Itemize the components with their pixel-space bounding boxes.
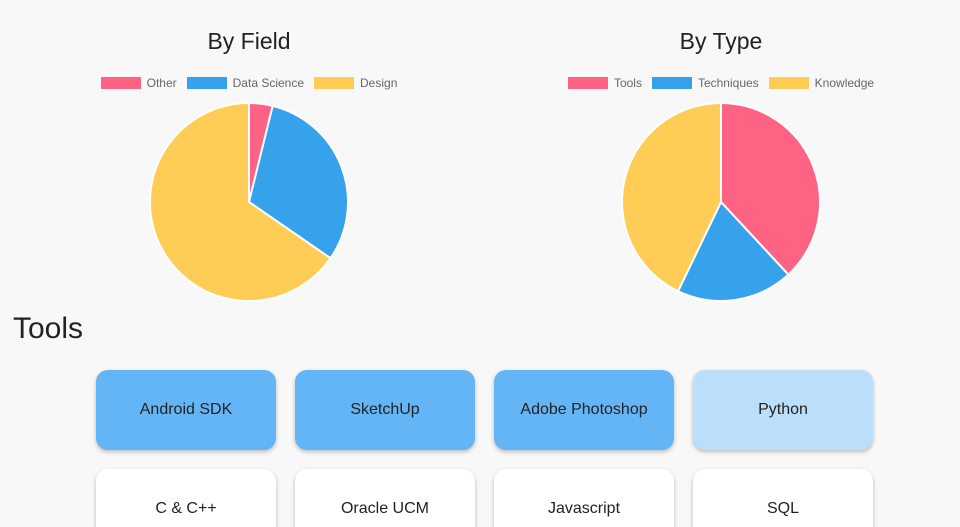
legend-item-knowledge[interactable]: Knowledge [768,76,875,90]
chart-by-type: By Type Tools Techniques Knowledge [521,0,921,310]
tool-card-python[interactable]: Python [693,370,873,450]
legend-item-other[interactable]: Other [100,76,177,90]
tool-card-oracle-ucm[interactable]: Oracle UCM [295,469,475,527]
legend-by-type: Tools Techniques Knowledge [521,76,921,90]
chart-by-field: By Field Other Data Science Design [49,0,449,310]
tool-card-c-cpp[interactable]: C & C++ [96,469,276,527]
legend-swatch-other [100,77,141,89]
pie-slice-data-science[interactable] [247,104,349,260]
pie-slice-tools[interactable] [720,101,821,276]
pie-chart-by-type [621,101,821,302]
legend-swatch-knowledge [768,77,809,89]
pie-slice-knowledge[interactable] [621,101,722,293]
chart-title-by-field: By Field [207,28,291,54]
tool-card-sketchup[interactable]: SketchUp [295,370,475,450]
legend-label-tools: Tools [613,76,642,90]
legend-swatch-techniques [651,77,692,89]
legend-swatch-tools [567,77,608,89]
tool-card-android-sdk[interactable]: Android SDK [96,370,276,450]
legend-label-knowledge: Knowledge [814,76,875,90]
legend-label-techniques: Techniques [697,76,759,90]
legend-item-data-science[interactable]: Data Science [186,76,305,90]
legend-by-field: Other Data Science Design [49,76,449,90]
legend-label-other: Other [146,76,177,90]
pie-chart-by-field [149,101,349,302]
chart-title-by-type: By Type [679,28,763,54]
tool-card-sql[interactable]: SQL [693,469,873,527]
legend-label-data-science: Data Science [232,76,305,90]
pie-slice-design[interactable] [149,101,332,302]
legend-item-techniques[interactable]: Techniques [651,76,759,90]
legend-swatch-design [314,77,355,89]
legend-item-tools[interactable]: Tools [567,76,642,90]
legend-label-design: Design [360,76,398,90]
tools-grid: Android SDK SketchUp Adobe Photoshop Pyt… [96,370,873,527]
section-title-tools: Tools [13,312,84,345]
pie-slice-techniques[interactable] [676,200,790,302]
legend-item-design[interactable]: Design [314,76,397,90]
tool-card-javascript[interactable]: Javascript [494,469,674,527]
legend-swatch-data-science [186,77,227,89]
tool-card-adobe-photoshop[interactable]: Adobe Photoshop [494,370,674,450]
